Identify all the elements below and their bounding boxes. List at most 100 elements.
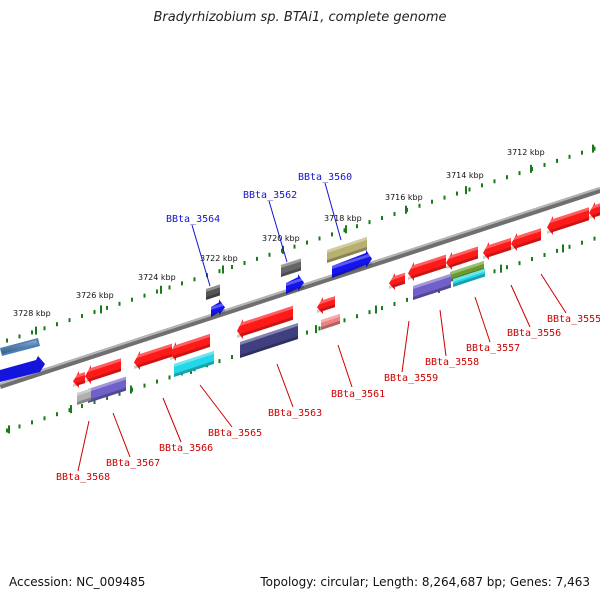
- gene-label-BBta_3562[interactable]: BBta_3562: [243, 190, 297, 201]
- scale-dot: [531, 257, 533, 262]
- scale-dot: [18, 334, 21, 339]
- gene-BBta_3567-b[interactable]: [88, 376, 126, 403]
- scale-dot: [543, 162, 546, 167]
- gene-BBta_3564[interactable]: [206, 284, 220, 300]
- scale-dot: [381, 216, 383, 221]
- scale-dot: [131, 297, 133, 302]
- scale-dot: [568, 154, 571, 159]
- gene-label-BBta_3555[interactable]: BBta_3555: [547, 314, 600, 325]
- gene-label-BBta_3558[interactable]: BBta_3558: [425, 357, 479, 368]
- scale-dot: [543, 252, 546, 257]
- scale-dot: [218, 359, 221, 364]
- scale-dot: [218, 269, 221, 274]
- scale-dot: [468, 187, 471, 192]
- leader-line: [199, 384, 233, 428]
- scale-major-tick: [8, 425, 10, 434]
- gene-BBta_3567[interactable]: [85, 358, 121, 385]
- scale-major-tick: [315, 325, 317, 334]
- scale-label: 3716 kbp: [385, 193, 423, 202]
- partial-gene-left-bottom[interactable]: [0, 356, 45, 382]
- leader-line: [276, 363, 294, 408]
- scale-dot: [518, 171, 521, 176]
- scale-dot: [43, 416, 46, 421]
- scale-major-tick: [70, 405, 72, 414]
- scale-label: 3714 kbp: [446, 171, 484, 180]
- scale-dot: [593, 146, 596, 151]
- scale-dot: [343, 318, 346, 323]
- scale-dot: [393, 301, 396, 306]
- gene-BBta_3561-b[interactable]: [321, 313, 340, 330]
- gene-BBta_3568-b[interactable]: [77, 388, 91, 405]
- gene-label-BBta_3566[interactable]: BBta_3566: [159, 443, 213, 454]
- gene-BBta_3557[interactable]: [483, 237, 511, 261]
- gene-BBta_3565[interactable]: [170, 333, 210, 362]
- gene-BBta_3560[interactable]: [327, 236, 367, 263]
- scale-dot: [356, 224, 358, 229]
- scale-major-tick: [465, 186, 467, 195]
- scale-major-tick: [222, 265, 224, 274]
- scale-major-tick: [592, 144, 594, 153]
- gene-label-BBta_3568[interactable]: BBta_3568: [56, 472, 110, 483]
- scale-dot: [368, 220, 371, 225]
- gene-label-BBta_3561[interactable]: BBta_3561: [331, 389, 385, 400]
- leader-line: [474, 296, 491, 343]
- leader-line: [439, 309, 447, 357]
- gene-BBta_3563[interactable]: [237, 305, 293, 340]
- scale-major-tick: [160, 285, 162, 294]
- gene-label-BBta_3567[interactable]: BBta_3567: [106, 458, 160, 469]
- gene-BBta_3557-c[interactable]: [453, 268, 485, 287]
- partial-gene-left-top[interactable]: [0, 338, 40, 356]
- scale-dot: [306, 240, 308, 245]
- scale-dot: [168, 285, 171, 290]
- gene-BBta_3558-b[interactable]: [413, 273, 451, 300]
- scale-dot: [556, 158, 558, 163]
- scale-dot: [6, 338, 8, 343]
- scale-dot: [81, 314, 83, 319]
- gene-BBta_3564-b[interactable]: [211, 299, 225, 317]
- gene-BBta_3563-b[interactable]: [240, 323, 298, 358]
- scale-dot: [243, 260, 246, 265]
- scale-dot: [331, 232, 333, 237]
- gene-label-BBta_3564[interactable]: BBta_3564: [166, 214, 220, 225]
- gene-label-BBta_3559[interactable]: BBta_3559: [384, 373, 438, 384]
- gene-label-BBta_3556[interactable]: BBta_3556: [507, 328, 561, 339]
- scale-label: 3718 kbp: [324, 214, 362, 223]
- gene-label-BBta_3565[interactable]: BBta_3565: [208, 428, 262, 439]
- gene-BBta_3556[interactable]: [511, 228, 541, 252]
- gene-BBta_3555[interactable]: [547, 207, 589, 236]
- scale-major-tick: [130, 385, 132, 394]
- gene-BBta_3562-b[interactable]: [286, 274, 304, 294]
- scale-dot: [193, 277, 196, 282]
- scale-dot: [556, 248, 558, 253]
- gene-label-BBta_3560[interactable]: BBta_3560: [298, 172, 352, 183]
- gene-label-BBta_3557[interactable]: BBta_3557: [466, 343, 520, 354]
- leader-line: [191, 224, 211, 287]
- gene-BBta_3566[interactable]: [134, 343, 172, 371]
- gene-BBta_3558[interactable]: [446, 246, 478, 271]
- scale-major-tick: [100, 305, 102, 314]
- scale-dot: [306, 330, 308, 335]
- scale-dot: [431, 199, 433, 204]
- gene-BBta_3565-b[interactable]: [174, 350, 214, 377]
- scale-dot: [318, 236, 321, 241]
- gene-label-BBta_3563[interactable]: BBta_3563: [268, 408, 322, 419]
- gene-BBta_3562[interactable]: [281, 258, 301, 277]
- gene-glyphs: [73, 202, 600, 405]
- leader-line: [337, 344, 353, 388]
- scale-dot: [56, 412, 58, 417]
- gene-BBta_3561[interactable]: [317, 296, 335, 315]
- scale-dot: [368, 310, 371, 315]
- scale-dot: [143, 383, 146, 388]
- gene-BBta_3568[interactable]: [73, 371, 85, 389]
- gene-partial-right[interactable]: [589, 202, 600, 221]
- gene-BBta_3558-a[interactable]: [408, 254, 446, 282]
- scale-dot: [118, 301, 121, 306]
- scale-label: 3724 kbp: [138, 273, 176, 282]
- scale-dot: [106, 395, 108, 400]
- gene-BBta_3559[interactable]: [389, 272, 405, 291]
- gene-BBta_3560-b[interactable]: [332, 249, 372, 278]
- scale-major-tick: [35, 326, 37, 335]
- leader-line: [162, 397, 182, 443]
